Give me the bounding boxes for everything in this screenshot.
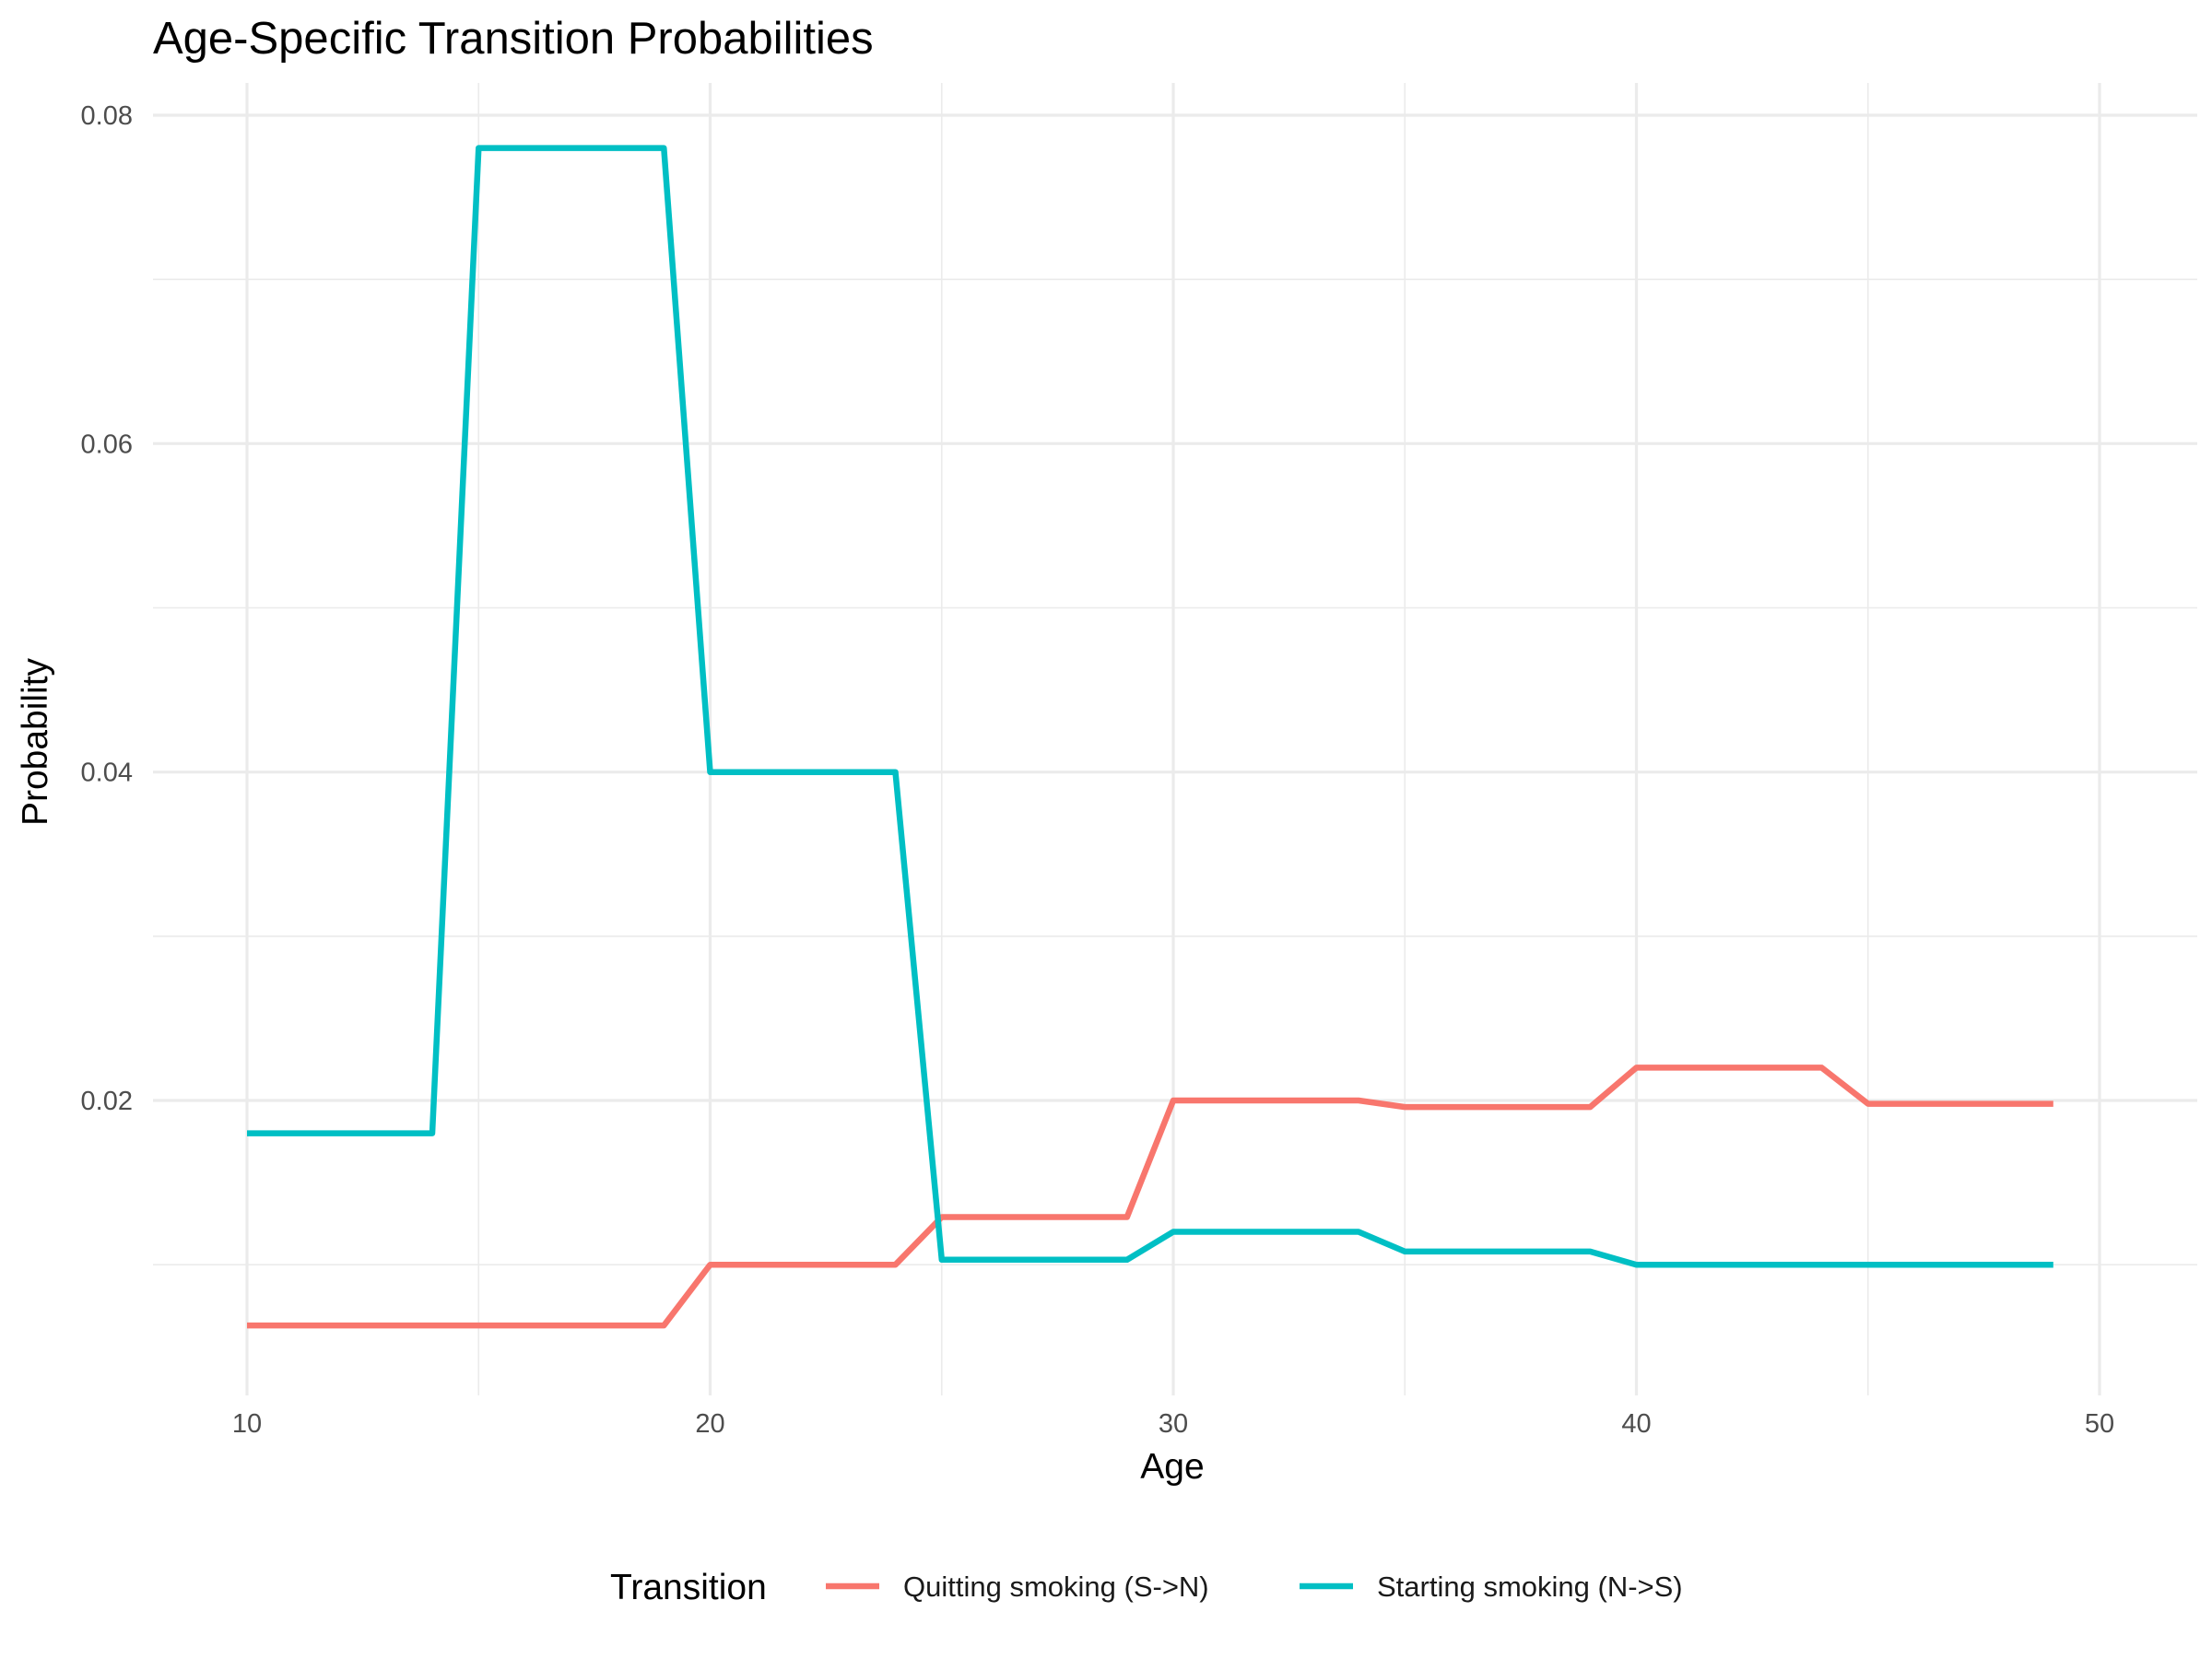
x-axis-ticks: 10 20 30 40 50: [232, 1409, 2114, 1439]
series-line-2: [247, 145, 2053, 1268]
y-tick-label: 0.04: [81, 759, 133, 788]
x-tick-label: 40: [1621, 1409, 1651, 1439]
grid: [153, 83, 2197, 1395]
y-axis-ticks: 0.02 0.04 0.06 0.08: [81, 101, 133, 1116]
legend-label-2: Starting smoking (N->S): [1377, 1571, 1683, 1603]
series-lines: [247, 145, 2053, 1329]
legend-label-1: Quitting smoking (S->N): [903, 1571, 1209, 1603]
y-tick-label: 0.08: [81, 101, 133, 131]
legend-items: Quitting smoking (S->N) Starting smoking …: [826, 1571, 1683, 1603]
x-tick-label: 50: [2085, 1409, 2114, 1439]
x-tick-label: 10: [232, 1409, 262, 1439]
legend-title: Transition: [610, 1568, 767, 1607]
chart-title: Age-Specific Transition Probabilities: [153, 14, 874, 64]
legend: Transition Quitting smoking (S->N) Starti…: [610, 1568, 1683, 1607]
y-tick-label: 0.02: [81, 1087, 133, 1116]
x-tick-label: 30: [1159, 1409, 1188, 1439]
y-tick-label: 0.06: [81, 429, 133, 459]
series-line-1: [247, 1065, 2053, 1329]
y-axis-title: Probability: [16, 657, 55, 826]
x-tick-label: 20: [695, 1409, 724, 1439]
x-axis-title: Age: [1140, 1447, 1204, 1487]
